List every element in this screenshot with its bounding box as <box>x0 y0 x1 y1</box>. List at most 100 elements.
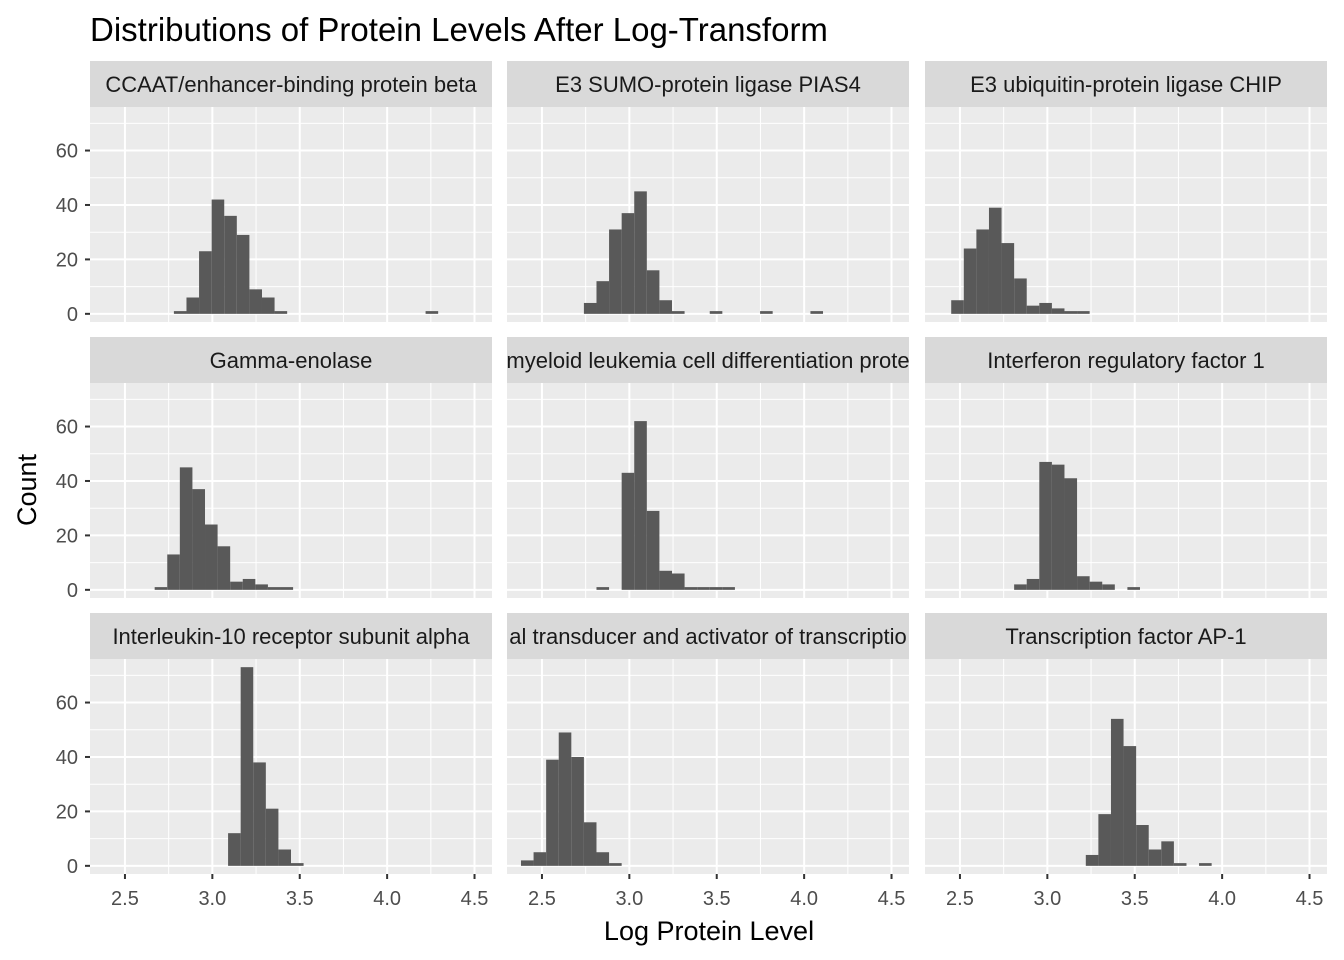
y-tick-label: 60 <box>56 141 78 163</box>
y-tick-label: 20 <box>56 249 78 271</box>
panel-background <box>90 383 492 598</box>
x-tick-label: 3.0 <box>615 888 643 910</box>
histogram-bar <box>621 472 635 590</box>
histogram-bar <box>596 587 610 590</box>
histogram-bar <box>267 587 281 590</box>
facet-strip-label: CCAAT/enhancer-binding protein beta <box>105 72 477 97</box>
histogram-bar <box>1077 576 1090 590</box>
histogram-bar <box>583 302 597 314</box>
histogram-bar <box>659 570 672 590</box>
histogram-bar <box>634 421 647 590</box>
y-axis-title: Count <box>12 453 42 526</box>
histogram-bar <box>988 207 1002 314</box>
facet-strip-label: E3 ubiquitin-protein ligase CHIP <box>970 72 1282 97</box>
x-tick-label: 2.5 <box>528 888 556 910</box>
facet-strip-label: E3 SUMO-protein ligase PIAS4 <box>555 72 861 97</box>
histogram-bar <box>1089 581 1103 590</box>
histogram-bar <box>520 860 534 866</box>
x-tick-label: 4.5 <box>878 888 906 910</box>
histogram-bar <box>583 822 597 866</box>
y-tick-label: 0 <box>67 304 78 326</box>
histogram-bar <box>709 311 723 314</box>
histogram-bar <box>1127 587 1140 590</box>
histogram-bar <box>291 863 304 866</box>
histogram-bar <box>217 546 231 590</box>
facet-strip <box>507 61 909 107</box>
x-tick-label: 3.5 <box>286 888 314 910</box>
histogram-bar <box>1039 461 1052 590</box>
facet-strip-label: al transducer and activator of transcrip… <box>509 624 906 649</box>
histogram-bar <box>810 311 824 314</box>
x-tick-label: 4.5 <box>461 888 489 910</box>
histogram-bar <box>709 587 723 590</box>
histogram-bar <box>154 587 168 590</box>
histogram-bar <box>167 554 180 590</box>
histogram-bar <box>1136 825 1149 866</box>
histogram-bar <box>1077 311 1090 314</box>
facet-panel: Gamma-enolase 0 20 40 60 <box>56 337 492 602</box>
facet-strip <box>90 337 492 383</box>
histogram-bar <box>571 756 584 866</box>
facet-strip-label: Interferon regulatory factor 1 <box>987 348 1265 373</box>
histogram-bar <box>609 863 622 866</box>
x-tick-label: 4.0 <box>790 888 818 910</box>
y-tick-label: 60 <box>56 693 78 715</box>
histogram-bar <box>1051 464 1065 590</box>
histogram-bar <box>261 297 275 314</box>
histogram-bar <box>1199 863 1212 866</box>
histogram-bar <box>211 199 225 314</box>
histogram-bar <box>255 584 268 590</box>
histogram-bar <box>1110 718 1124 866</box>
histogram-bar <box>1098 814 1111 866</box>
histogram-bar <box>1014 584 1027 590</box>
histogram-bar <box>671 311 685 314</box>
histogram-bar <box>1173 863 1187 866</box>
panel-background <box>507 383 909 598</box>
histogram-bar <box>179 467 193 590</box>
histogram-bar <box>621 213 635 314</box>
histogram-bar <box>240 667 254 866</box>
y-tick-label: 60 <box>56 417 78 439</box>
x-tick-label: 4.0 <box>1208 888 1236 910</box>
histogram-bar <box>546 759 559 866</box>
histogram-bar <box>425 311 439 314</box>
facet-strip <box>925 613 1327 659</box>
histogram-bar <box>1085 854 1099 866</box>
x-tick-label: 2.5 <box>946 888 974 910</box>
histogram-bar <box>963 248 977 314</box>
histogram-bar <box>253 762 266 866</box>
histogram-bar <box>1148 849 1162 866</box>
facet-panels: CCAAT/enhancer-binding protein beta 0 20 40… <box>56 61 1327 910</box>
x-tick-label: 3.0 <box>1033 888 1061 910</box>
histogram-bar <box>205 524 218 590</box>
histogram-bar <box>1039 302 1052 314</box>
histogram-bar <box>1064 311 1078 314</box>
facet-strip-label: Gamma-enolase <box>210 348 373 373</box>
histogram-bar <box>173 311 187 314</box>
y-tick-label: 40 <box>56 195 78 217</box>
histogram-bar <box>596 281 610 314</box>
y-tick-label: 20 <box>56 525 78 547</box>
y-tick-label: 0 <box>67 580 78 602</box>
histogram-bar <box>1026 578 1040 590</box>
facet-strip <box>90 61 492 107</box>
y-tick-label: 0 <box>67 856 78 878</box>
histogram-bar <box>265 808 279 866</box>
facet-strip <box>925 61 1327 107</box>
histogram-bar <box>280 587 294 590</box>
facet-panel: E3 ubiquitin-protein ligase CHIP <box>925 61 1327 322</box>
facet-panel: Interferon regulatory factor 1 <box>925 337 1327 598</box>
panel-background <box>507 107 909 322</box>
histogram-bar <box>659 300 672 314</box>
histogram-bar <box>224 215 237 314</box>
facet-strip <box>507 337 909 383</box>
panel-background <box>925 383 1327 598</box>
facet-strip-label: Interleukin-10 receptor subunit alpha <box>112 624 470 649</box>
panel-background <box>90 659 492 874</box>
y-tick-label: 40 <box>56 471 78 493</box>
histogram-bar <box>1123 746 1137 866</box>
histogram-bar <box>646 510 660 590</box>
y-tick-label: 40 <box>56 747 78 769</box>
histogram-bar <box>1014 278 1027 314</box>
